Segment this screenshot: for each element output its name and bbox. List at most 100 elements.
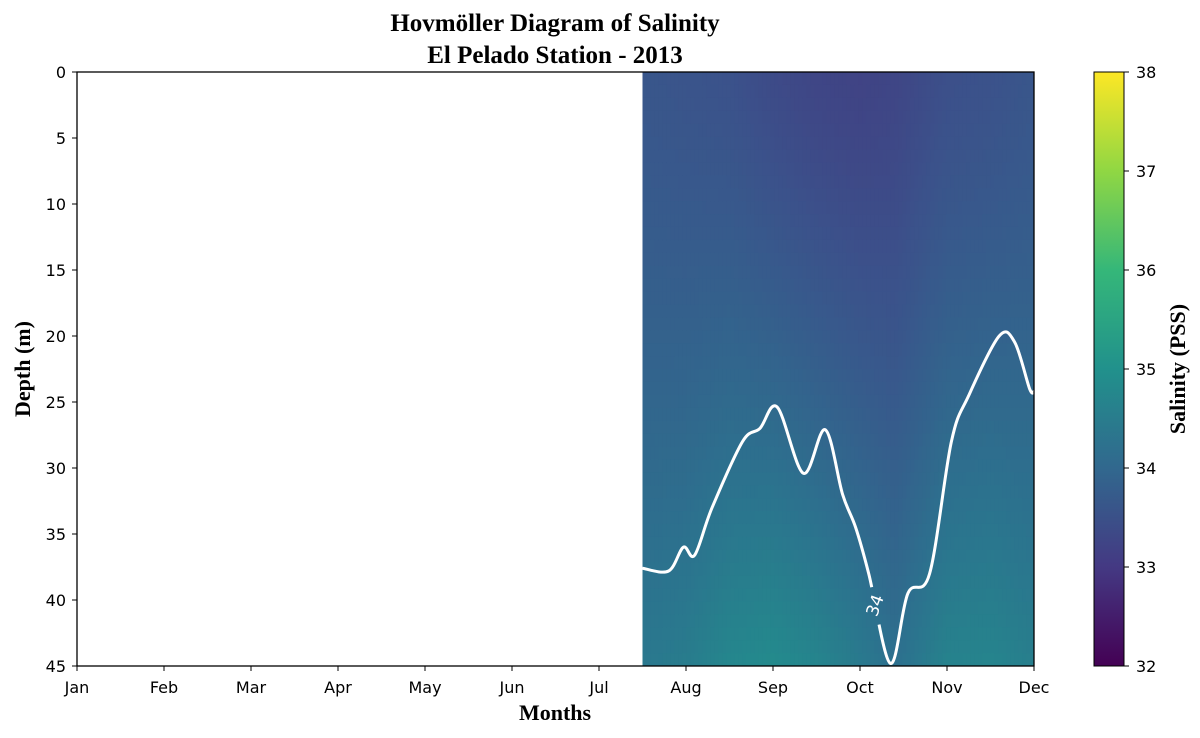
heat-cell	[838, 640, 843, 654]
heat-cell	[838, 72, 843, 86]
heat-cell	[874, 265, 879, 280]
heat-cell	[650, 627, 656, 641]
heat-cell	[642, 640, 648, 654]
heat-cell	[862, 252, 867, 267]
heat-cell	[834, 549, 839, 564]
heat-cell	[798, 343, 803, 357]
heat-cell	[958, 97, 963, 112]
heat-cell	[710, 588, 716, 603]
heat-cell	[942, 459, 947, 473]
heat-cell	[894, 588, 899, 603]
heat-cell	[834, 265, 839, 280]
heat-cell	[822, 278, 827, 293]
heat-cell	[1022, 123, 1027, 138]
heat-cell	[706, 239, 712, 254]
heat-cell	[906, 459, 911, 473]
heat-cell	[910, 407, 915, 422]
heat-cell	[978, 433, 983, 448]
heat-cell	[762, 136, 768, 151]
x-axis-label: Months	[519, 700, 592, 725]
heat-cell	[870, 653, 875, 666]
heat-cell	[726, 239, 732, 254]
heat-cell	[770, 369, 776, 383]
heat-cell	[702, 343, 708, 357]
heat-cell	[650, 485, 656, 499]
heat-cell	[658, 653, 664, 666]
heat-cell	[966, 97, 971, 112]
heat-cell	[730, 278, 736, 293]
heat-cell	[994, 123, 999, 138]
heat-cell	[742, 562, 748, 577]
heat-cell	[1030, 239, 1034, 254]
heat-cell	[734, 265, 740, 280]
heat-cell	[1002, 317, 1007, 331]
heat-cell	[790, 252, 795, 267]
heat-cell	[934, 653, 939, 666]
heat-cell	[862, 601, 867, 616]
heat-cell	[990, 84, 995, 99]
heat-cell	[746, 343, 752, 357]
heat-cell	[982, 433, 987, 448]
heat-cell	[838, 523, 843, 538]
heat-cell	[806, 175, 811, 189]
heat-cell	[942, 407, 947, 422]
heat-cell	[1002, 588, 1007, 603]
heat-cell	[782, 536, 788, 551]
heat-cell	[958, 562, 963, 577]
heat-cell	[958, 614, 963, 628]
heat-cell	[662, 343, 668, 357]
heat-cell	[850, 614, 855, 628]
heat-cell	[714, 304, 720, 319]
heat-cell	[710, 575, 716, 590]
heat-cell	[694, 330, 700, 344]
heat-cell	[738, 640, 744, 654]
heat-cell	[1014, 136, 1019, 151]
heat-cell	[802, 588, 807, 603]
heat-cell	[858, 291, 863, 306]
heat-cell	[990, 433, 995, 448]
heat-cell	[814, 343, 819, 357]
heat-cell	[666, 498, 672, 512]
heat-cell	[990, 369, 995, 383]
heat-cell	[1018, 420, 1023, 435]
heat-cell	[750, 485, 756, 499]
heat-cell	[934, 472, 939, 486]
heat-cell	[738, 214, 744, 228]
heat-cell	[678, 175, 684, 189]
heat-cell	[962, 84, 967, 99]
heat-cell	[718, 575, 724, 590]
heat-cell	[830, 472, 835, 486]
heat-cell	[1026, 627, 1031, 641]
heat-cell	[978, 369, 983, 383]
heat-cell	[646, 97, 652, 112]
heat-cell	[870, 162, 875, 176]
heat-cell	[878, 511, 883, 525]
heat-cell	[938, 485, 943, 499]
heat-cell	[906, 252, 911, 267]
heat-cell	[1030, 110, 1034, 125]
heat-cell	[814, 278, 819, 293]
heat-cell	[722, 369, 728, 383]
heat-cell	[790, 627, 795, 641]
heat-cell	[934, 226, 939, 241]
heat-cell	[674, 291, 680, 306]
heat-cell	[694, 136, 700, 151]
heat-cell	[826, 640, 831, 654]
heat-cell	[814, 265, 819, 280]
heat-cell	[714, 446, 720, 461]
heat-cell	[954, 653, 959, 666]
heat-cell	[642, 72, 648, 86]
heat-cell	[930, 588, 935, 603]
heat-cell	[838, 407, 843, 422]
heat-cell	[766, 97, 772, 112]
heat-cell	[902, 304, 907, 319]
heat-cell	[658, 265, 664, 280]
heat-cell	[654, 214, 660, 228]
heat-cell	[1006, 446, 1011, 461]
heat-cell	[794, 265, 799, 280]
heat-cell	[858, 601, 863, 616]
heat-cell	[782, 472, 788, 486]
heat-cell	[866, 381, 871, 396]
heat-cell	[894, 188, 899, 202]
heat-cell	[970, 653, 975, 666]
